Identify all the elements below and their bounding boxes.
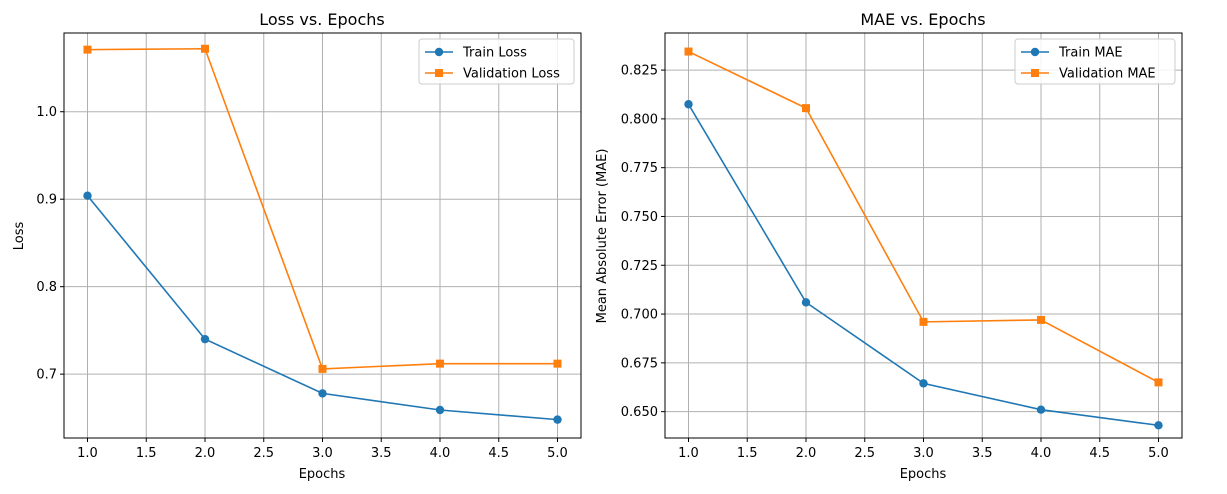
loss-train-loss-point <box>83 191 92 200</box>
mae-x-tick-label: 3.0 <box>913 446 934 461</box>
loss-legend-validation-loss-marker <box>435 69 443 77</box>
loss-chart-grid <box>64 33 581 438</box>
mae-x-tick-label: 2.0 <box>796 446 817 461</box>
loss-chart: Loss vs. Epochs 1.0 1.5 2.0 2.5 3.0 3.5 4.0 4.5… <box>12 10 582 482</box>
loss-y-tick-label: 1.0 <box>36 105 57 120</box>
mae-chart-ticks: 1.0 1.5 2.0 2.5 3.0 3.5 4.0 4.5 5.0 0.650 0.675 0.7… <box>621 64 1169 461</box>
mae-chart-title: MAE vs. Epochs <box>860 10 985 29</box>
loss-x-axis-label: Epochs <box>299 467 346 482</box>
mae-validation-mae-point <box>684 47 693 56</box>
loss-x-tick-label: 3.0 <box>312 446 333 461</box>
mae-y-tick-label: 0.825 <box>621 64 658 79</box>
loss-validation-loss-point <box>318 364 327 373</box>
mae-train-mae-point <box>1154 421 1163 430</box>
loss-legend-train-loss-label: Train Loss <box>462 46 527 61</box>
mae-x-tick-label: 3.5 <box>972 446 993 461</box>
mae-validation-mae-point <box>802 104 810 113</box>
mae-x-tick-label: 1.5 <box>737 446 758 461</box>
mae-chart-series <box>684 47 1163 430</box>
loss-validation-loss-point <box>83 45 92 54</box>
mae-y-tick-label: 0.650 <box>621 405 658 420</box>
loss-chart-series <box>83 44 562 424</box>
loss-validation-loss-point <box>553 359 562 368</box>
loss-train-loss-point <box>318 389 327 398</box>
mae-y-tick-label: 0.775 <box>621 161 658 176</box>
loss-legend-validation-loss-label: Validation Loss <box>463 67 560 82</box>
mae-x-tick-label: 1.0 <box>678 446 699 461</box>
mae-x-axis-label: Epochs <box>900 467 947 482</box>
mae-x-tick-label: 4.5 <box>1089 446 1110 461</box>
loss-x-tick-label: 2.0 <box>195 446 216 461</box>
mae-legend-validation-mae-marker <box>1031 69 1039 77</box>
loss-train-loss-point <box>435 405 445 415</box>
mae-y-axis-label: Mean Absolute Error (MAE) <box>595 149 610 324</box>
loss-x-tick-label: 1.5 <box>136 446 157 461</box>
mae-validation-mae-point <box>1154 378 1163 387</box>
loss-y-tick-label: 0.8 <box>36 280 57 295</box>
loss-legend: Train Loss Validation Loss <box>418 38 575 85</box>
mae-validation-mae-point <box>1037 315 1045 324</box>
mae-y-tick-label: 0.700 <box>621 308 658 323</box>
loss-x-tick-label: 3.5 <box>371 446 392 461</box>
mae-chart-grid <box>665 33 1182 438</box>
mae-train-mae-point <box>919 379 928 388</box>
loss-x-tick-label: 4.0 <box>430 446 451 461</box>
loss-legend-train-loss-marker <box>434 47 444 57</box>
mae-x-tick-label: 5.0 <box>1148 446 1169 461</box>
mae-legend: Train MAE Validation MAE <box>1014 38 1176 85</box>
mae-legend-train-mae-label: Train MAE <box>1058 46 1123 61</box>
loss-chart-title: Loss vs. Epochs <box>259 10 384 29</box>
mae-y-tick-label: 0.675 <box>621 356 658 371</box>
mae-x-tick-label: 4.0 <box>1031 446 1052 461</box>
loss-validation-loss-point <box>201 44 209 53</box>
mae-legend-validation-mae-label: Validation MAE <box>1059 67 1156 82</box>
loss-x-tick-label: 2.5 <box>253 446 274 461</box>
mae-train-mae-point <box>801 298 811 307</box>
loss-y-axis-label: Loss <box>12 222 27 251</box>
mae-y-tick-label: 0.725 <box>621 259 658 274</box>
loss-train-loss-point <box>553 415 562 424</box>
mae-validation-mae-point <box>919 317 928 326</box>
loss-x-tick-label: 1.0 <box>77 446 98 461</box>
mae-x-tick-label: 2.5 <box>854 446 875 461</box>
mae-y-tick-label: 0.800 <box>621 112 658 127</box>
mae-legend-box <box>1014 38 1176 85</box>
loss-x-tick-label: 5.0 <box>547 446 568 461</box>
loss-train-loss-point <box>200 334 210 344</box>
loss-chart-ticks: 1.0 1.5 2.0 2.5 3.0 3.5 4.0 4.5 5.0 0.7 0.8 0.9 1.0 <box>36 105 568 461</box>
loss-y-tick-label: 0.7 <box>36 368 57 383</box>
mae-train-mae-point <box>1036 405 1046 414</box>
mae-chart: MAE vs. Epochs 1.0 1.5 2.0 2.5 3.0 3.5 4.0 4.5 5… <box>595 10 1183 482</box>
loss-y-tick-label: 0.9 <box>36 193 57 208</box>
mae-train-mae-point <box>684 100 693 109</box>
mae-y-tick-label: 0.750 <box>621 210 658 225</box>
loss-legend-box <box>418 38 575 85</box>
mae-legend-train-mae-marker <box>1030 47 1040 57</box>
loss-validation-loss-point <box>436 359 444 368</box>
loss-x-tick-label: 4.5 <box>488 446 509 461</box>
